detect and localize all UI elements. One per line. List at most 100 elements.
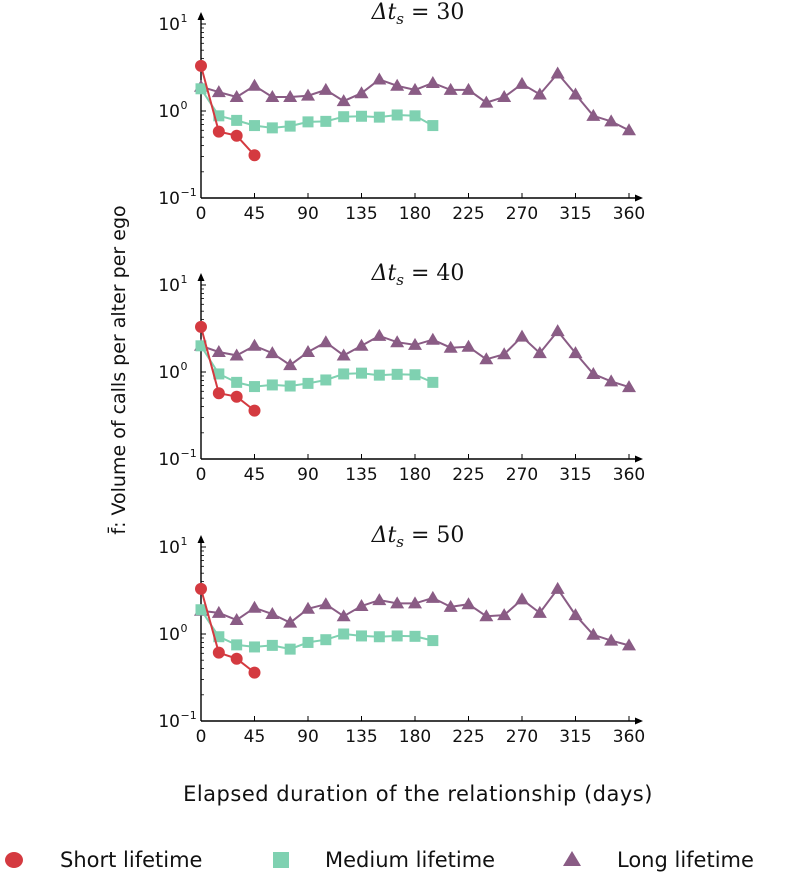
data-point-medium xyxy=(266,122,278,134)
y-tick-label: 10 −1 xyxy=(158,186,196,209)
data-point-medium xyxy=(302,116,314,128)
data-point-medium xyxy=(373,631,385,643)
data-point-medium xyxy=(302,377,314,389)
x-axis-arrow xyxy=(635,717,643,725)
x-tick-label: 270 xyxy=(506,465,538,485)
data-point-long xyxy=(515,592,529,605)
legend-marker-short xyxy=(5,852,23,868)
data-point-medium xyxy=(356,367,367,379)
data-point-short xyxy=(212,646,225,659)
y-tick-label: 10 −1 xyxy=(158,709,196,732)
x-tick-label: 360 xyxy=(613,465,645,485)
data-point-long xyxy=(283,615,298,628)
x-tick-label: 45 xyxy=(244,727,266,747)
data-point-medium xyxy=(356,110,367,122)
x-tick-label: 360 xyxy=(613,204,645,224)
data-point-long xyxy=(354,338,369,351)
data-point-long xyxy=(390,335,405,348)
data-point-medium xyxy=(391,368,403,380)
svg-text:10: 10 xyxy=(158,102,180,122)
data-point-short xyxy=(230,652,243,665)
legend-marker-long xyxy=(563,851,581,866)
data-point-long xyxy=(586,366,601,379)
data-point-long xyxy=(390,78,405,91)
data-point-medium xyxy=(373,111,385,123)
x-tick-label: 225 xyxy=(452,727,484,747)
data-point-long xyxy=(301,344,315,357)
data-point-medium xyxy=(195,604,207,616)
y-tick-label: 10 1 xyxy=(158,12,187,35)
data-point-medium xyxy=(266,639,278,651)
legend-label-short: Short lifetime xyxy=(60,848,202,872)
data-point-long xyxy=(479,352,494,365)
svg-text:10: 10 xyxy=(158,625,180,645)
x-tick-label: 135 xyxy=(345,727,377,747)
svg-text:10: 10 xyxy=(158,276,180,296)
data-point-medium xyxy=(356,630,367,642)
series-line-short xyxy=(200,326,256,412)
data-point-long xyxy=(247,78,262,91)
data-point-long xyxy=(479,609,494,622)
data-point-long xyxy=(354,86,369,99)
data-point-medium xyxy=(213,631,225,643)
data-point-long xyxy=(336,94,351,107)
data-point-long xyxy=(425,75,440,88)
data-point-long xyxy=(622,380,636,393)
series-line-short xyxy=(200,65,256,156)
data-point-long xyxy=(211,605,226,618)
x-tick-label: 180 xyxy=(399,727,431,747)
chart-title: Δts = 30 xyxy=(371,0,465,28)
data-point-medium xyxy=(427,120,439,132)
data-point-long xyxy=(461,82,476,95)
data-point-medium xyxy=(409,630,421,642)
data-point-long xyxy=(318,597,333,610)
x-tick-label: 90 xyxy=(297,465,319,485)
data-point-long xyxy=(229,612,244,625)
data-point-medium xyxy=(249,641,260,653)
data-point-long xyxy=(408,337,422,350)
legend: Short lifetime Medium lifetime Long lifeti… xyxy=(5,848,754,872)
x-tick-label: 315 xyxy=(559,465,591,485)
x-tick-label: 135 xyxy=(345,465,377,485)
y-axis-label: f̄: Volume of calls per alter per ego xyxy=(106,205,130,534)
x-tick-label: 135 xyxy=(345,204,377,224)
data-point-short xyxy=(212,125,225,138)
svg-text:0: 0 xyxy=(181,99,188,112)
data-point-long xyxy=(211,344,226,357)
x-tick-label: 180 xyxy=(399,465,431,485)
y-axis-arrow xyxy=(197,12,205,20)
data-point-long xyxy=(604,633,619,646)
data-point-long xyxy=(497,608,512,621)
legend-item-medium: Medium lifetime xyxy=(273,848,495,872)
series-medium xyxy=(195,604,439,655)
series-short xyxy=(195,59,261,162)
svg-text:−1: −1 xyxy=(181,447,197,460)
data-point-long xyxy=(265,346,280,359)
data-point-long xyxy=(390,596,405,609)
data-point-long xyxy=(425,590,440,603)
chart-title: Δts = 40 xyxy=(371,261,465,289)
y-tick-label: 10 0 xyxy=(158,360,187,383)
svg-text:1: 1 xyxy=(181,535,188,548)
data-point-long xyxy=(568,346,583,359)
x-tick-label: 360 xyxy=(613,727,645,747)
series-line-long xyxy=(200,71,630,132)
data-point-long xyxy=(550,324,565,337)
data-point-long xyxy=(318,82,333,95)
data-point-long xyxy=(425,332,440,345)
svg-text:10: 10 xyxy=(158,363,180,383)
data-point-long xyxy=(372,593,387,606)
x-tick-label: 0 xyxy=(196,465,207,485)
data-point-medium xyxy=(320,634,332,646)
data-point-long xyxy=(604,374,619,387)
x-tick-label: 270 xyxy=(506,204,538,224)
y-tick-label: 10 0 xyxy=(158,622,187,645)
x-tick-label: 0 xyxy=(196,727,207,747)
x-tick-label: 270 xyxy=(506,727,538,747)
data-point-medium xyxy=(338,111,350,123)
chart-title: Δts = 50 xyxy=(371,523,465,551)
data-point-medium xyxy=(409,369,421,381)
x-tick-label: 315 xyxy=(559,727,591,747)
